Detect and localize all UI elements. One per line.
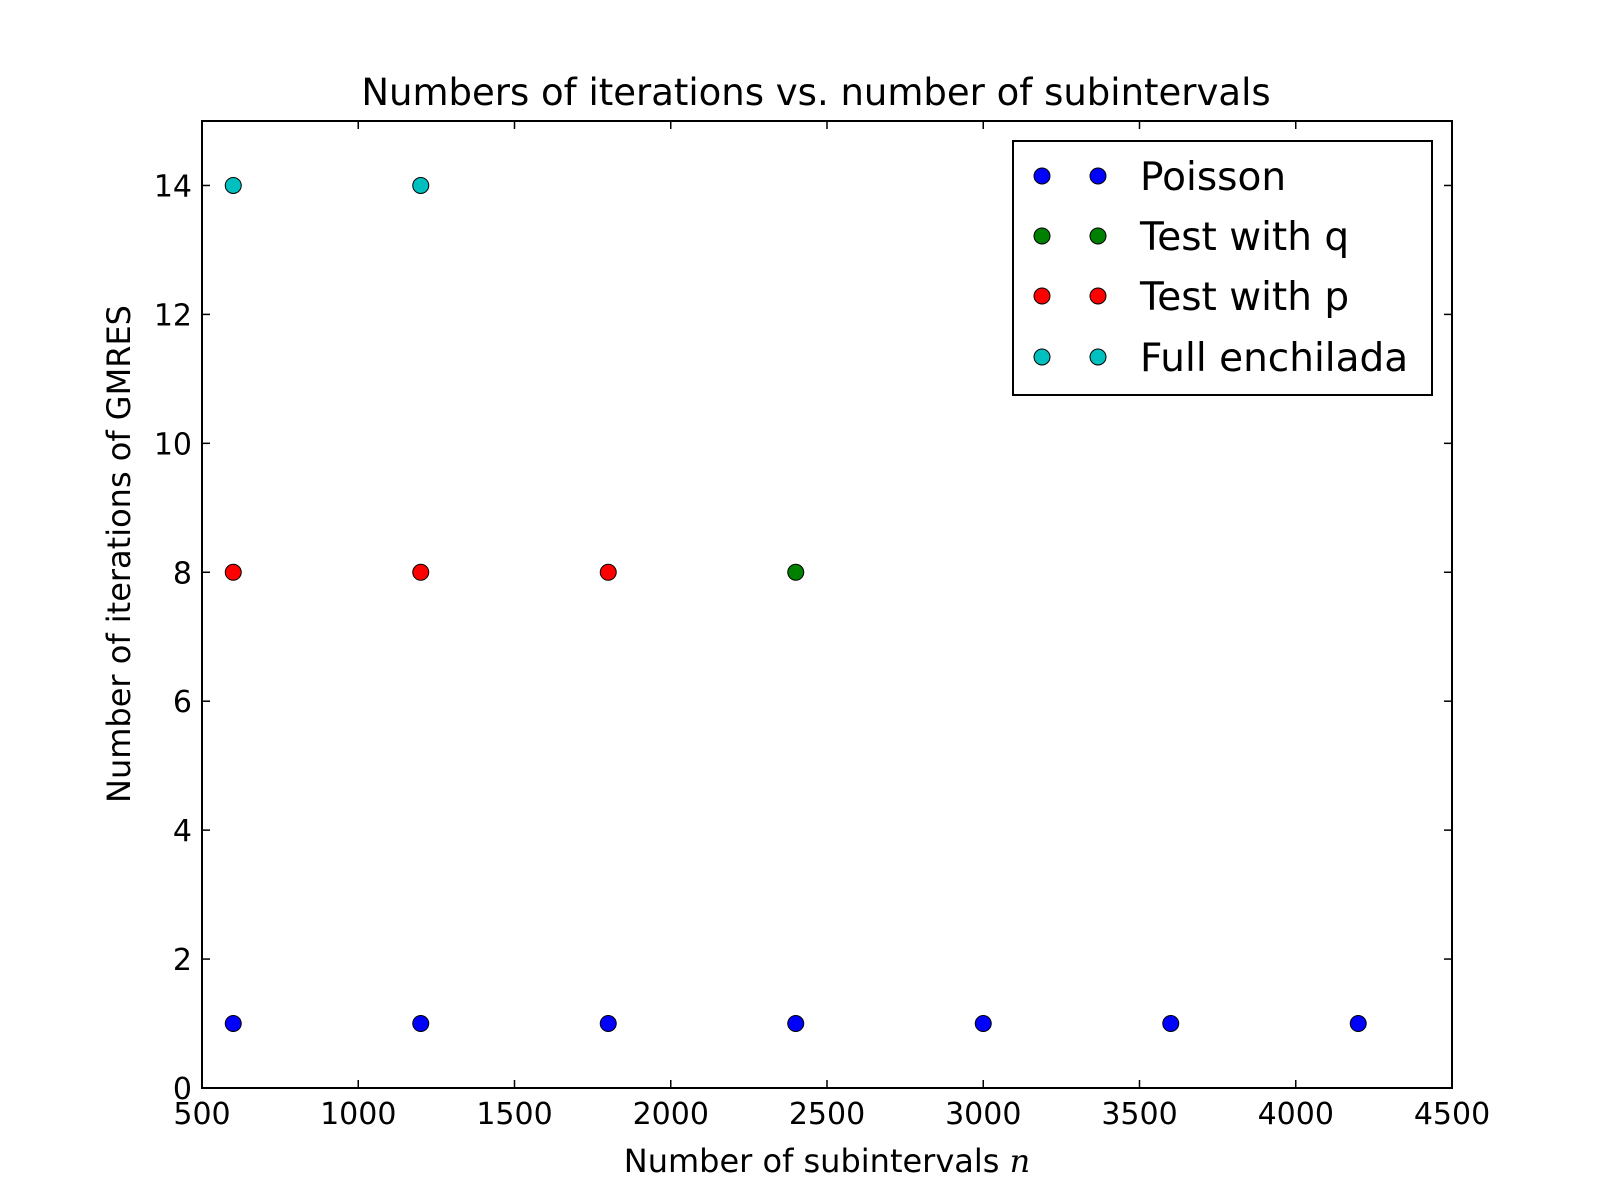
x-tick-label: 4000 [1258, 1097, 1334, 1132]
data-point [599, 563, 617, 581]
data-points [224, 176, 1367, 1033]
legend-label: Poisson [1140, 155, 1286, 200]
data-point [787, 1015, 805, 1033]
x-tick-label: 3500 [1101, 1097, 1177, 1132]
data-point [224, 176, 242, 194]
x-tick-label: 2000 [633, 1097, 709, 1132]
legend-marker [1089, 348, 1107, 366]
legend-marker [1089, 227, 1107, 245]
x-axis-label-variable: n [1010, 1142, 1031, 1180]
x-axis-ticks: 500 1000 1500 2000 2500 3000 3500 4000 4500 [173, 121, 1490, 1132]
legend-marker [1089, 167, 1107, 185]
chart-title: Numbers of iterations vs. number of subi… [361, 71, 1270, 114]
x-tick-label: 3000 [945, 1097, 1021, 1132]
legend-frame [1012, 140, 1433, 396]
legend-marker [1089, 287, 1107, 305]
legend-marker [1033, 348, 1051, 366]
x-tick-label: 1500 [476, 1097, 552, 1132]
x-axis-label: Number of subintervals n [624, 1142, 1030, 1180]
y-tick-label: 2 [173, 943, 192, 978]
legend-items: Poisson Test with q Test with p Full enchil… [1033, 155, 1408, 381]
x-tick-label: 2500 [789, 1097, 865, 1132]
x-tick-label: 4500 [1414, 1097, 1490, 1132]
data-point [1349, 1015, 1367, 1033]
y-tick-label: 10 [154, 427, 192, 462]
y-tick-label: 8 [173, 556, 192, 591]
data-point [224, 1015, 242, 1033]
legend-label: Full enchilada [1140, 336, 1408, 381]
y-axis-label: Number of iterations of GMRES [100, 305, 138, 803]
legend-marker [1033, 167, 1051, 185]
x-tick-label: 500 [173, 1097, 230, 1132]
legend-marker [1033, 227, 1051, 245]
x-tick-label: 1000 [320, 1097, 396, 1132]
y-tick-label: 0 [173, 1072, 192, 1107]
data-point [599, 1015, 617, 1033]
plot-frame [201, 120, 1453, 1089]
data-point [224, 563, 242, 581]
data-point [412, 1015, 430, 1033]
y-axis-ticks: 0 2 4 6 8 10 12 14 [154, 169, 1452, 1107]
data-point [412, 176, 430, 194]
legend: Poisson Test with q Test with p Full enchil… [1012, 140, 1433, 396]
legend-label: Test with q [1139, 215, 1349, 260]
y-tick-label: 4 [173, 814, 192, 849]
y-tick-label: 12 [154, 298, 192, 333]
data-point [412, 563, 430, 581]
x-axis-label-text: Number of subintervals [624, 1142, 1010, 1180]
data-point [1162, 1015, 1180, 1033]
legend-marker [1033, 287, 1051, 305]
legend-label: Test with p [1139, 275, 1349, 320]
data-point [974, 1015, 992, 1033]
y-tick-label: 14 [154, 169, 192, 204]
data-point [787, 563, 805, 581]
y-tick-label: 6 [173, 685, 192, 720]
